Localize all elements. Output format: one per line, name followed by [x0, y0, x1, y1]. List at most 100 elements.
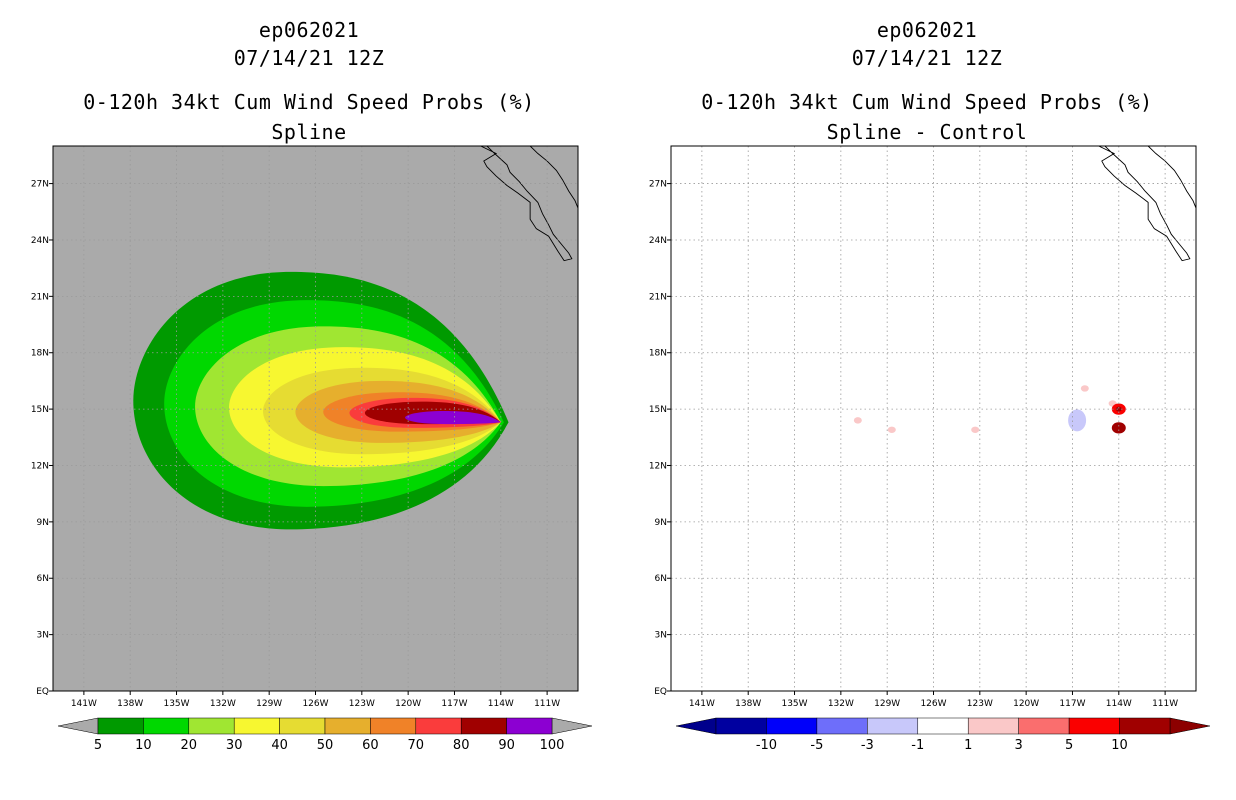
colorbar-label: -10 [756, 738, 777, 753]
colorbar-label: 5 [1065, 738, 1073, 753]
x-tick-label: 126W [920, 699, 946, 709]
y-tick-label: 15N [649, 405, 667, 415]
y-tick-label: 24N [649, 236, 667, 246]
diff-feature [853, 417, 862, 424]
x-tick-label: 120W [395, 699, 421, 709]
diff-feature [1080, 385, 1089, 392]
colorbar-label: 5 [94, 738, 102, 753]
y-tick-label: 9N [655, 518, 667, 528]
x-tick-label: 111W [1152, 699, 1178, 709]
diff-feature [887, 426, 896, 433]
y-tick-label: 12N [31, 461, 49, 471]
colorbar-label: 40 [271, 738, 288, 753]
coastline-mainland [1147, 146, 1196, 209]
x-tick-label: 120W [1013, 699, 1039, 709]
colorbar-swatch [766, 717, 818, 735]
y-tick-label: 24N [31, 236, 49, 246]
x-tick-label: 117W [441, 699, 467, 709]
x-tick-label: 123W [349, 699, 375, 709]
chart-title-right: 0-120h 34kt Cum Wind Speed Probs (%) [701, 90, 1153, 114]
colorbar-swatch [415, 717, 462, 735]
x-tick-label: 129W [256, 699, 282, 709]
chart-subtitle-left: Spline [271, 120, 347, 144]
colorbar-label: 10 [135, 738, 152, 753]
colorbar-swatch [233, 717, 280, 735]
colorbar-swatch [143, 717, 190, 735]
y-tick-label: 21N [31, 292, 49, 302]
colorbar-label: -1 [911, 738, 924, 753]
colorbar-label: 60 [362, 738, 379, 753]
x-tick-label: 135W [781, 699, 807, 709]
coastline-baja [480, 146, 573, 262]
colorbar-label: -5 [810, 738, 823, 753]
left-panel: ep062021 07/14/21 12Z 0-120h 34kt Cum Wi… [31, 18, 593, 753]
diff-feature [1068, 409, 1087, 432]
colorbar-label: 90 [498, 738, 515, 753]
x-tick-label: 114W [488, 699, 514, 709]
colorbar-swatch [1119, 717, 1171, 735]
colorbar-swatch [460, 717, 507, 735]
colorbar-over-arrow [551, 717, 593, 735]
x-tick-label: 111W [534, 699, 560, 709]
y-tick-label: 21N [649, 292, 667, 302]
grid-lines [671, 146, 1196, 692]
storm-id-left: ep062021 [258, 18, 360, 42]
colorbar-swatch [324, 717, 371, 735]
colorbar-swatch [279, 717, 326, 735]
x-tick-label: 117W [1059, 699, 1085, 709]
x-tick-label: 132W [828, 699, 854, 709]
y-tick-label: 3N [655, 631, 667, 641]
colorbar-swatch [506, 717, 553, 735]
colorbar: -10 -5 -3 -1 1 3 5 10 [675, 717, 1211, 753]
colorbar-label: 20 [181, 738, 198, 753]
plot-area [133, 146, 578, 530]
coastline-baja [1098, 146, 1191, 262]
x-tick-label: 141W [689, 699, 715, 709]
x-tick-label: 138W [735, 699, 761, 709]
colorbar-label: 30 [226, 738, 243, 753]
colorbar-swatch [917, 717, 969, 735]
colorbar-swatch [715, 717, 767, 735]
y-tick-label: 6N [655, 574, 667, 584]
y-tick-label: 27N [649, 180, 667, 190]
x-tick-label: 126W [302, 699, 328, 709]
y-tick-label: 3N [37, 631, 49, 641]
colorbar-label: 80 [453, 738, 470, 753]
difference-map: 141W 138W 135W 132W 129W 126W 123W 120W 117W 114W… [649, 145, 1211, 753]
colorbar-swatch [816, 717, 868, 735]
diff-feature-core [1115, 425, 1122, 431]
colorbar-swatch [97, 717, 144, 735]
y-tick-label: 6N [37, 574, 49, 584]
x-tick-label: 135W [163, 699, 189, 709]
colorbar-over-arrow [1169, 717, 1211, 735]
colorbar-swatch [1068, 717, 1120, 735]
colorbar-swatch [1018, 717, 1070, 735]
x-tick-label: 129W [874, 699, 900, 709]
storm-id-right: ep062021 [876, 18, 978, 42]
colorbar-under-arrow [57, 717, 99, 735]
x-tick-label: 138W [117, 699, 143, 709]
colorbar-swatch [370, 717, 417, 735]
datetime-right: 07/14/21 12Z [851, 46, 1003, 70]
y-tick-label: 18N [649, 349, 667, 359]
diff-feature-core [1115, 406, 1122, 412]
x-tick-label: 141W [71, 699, 97, 709]
y-tick-label: 12N [649, 461, 667, 471]
y-tick-label: 18N [31, 349, 49, 359]
coastline-mainland [529, 146, 578, 209]
chart-subtitle-right: Spline - Control [826, 120, 1028, 144]
x-tick-label: 114W [1106, 699, 1132, 709]
colorbar-label: 70 [408, 738, 425, 753]
diff-feature [971, 426, 980, 433]
colorbar-label: 50 [317, 738, 334, 753]
datetime-left: 07/14/21 12Z [233, 46, 385, 70]
colorbar-label: 3 [1015, 738, 1023, 753]
y-tick-label: 15N [31, 405, 49, 415]
colorbar-swatch [188, 717, 235, 735]
colorbar-swatch [867, 717, 919, 735]
y-tick-label: 9N [37, 518, 49, 528]
x-tick-label: 132W [210, 699, 236, 709]
colorbar-label: 100 [540, 738, 565, 753]
x-tick-label: 123W [967, 699, 993, 709]
colorbar-label: -3 [861, 738, 874, 753]
